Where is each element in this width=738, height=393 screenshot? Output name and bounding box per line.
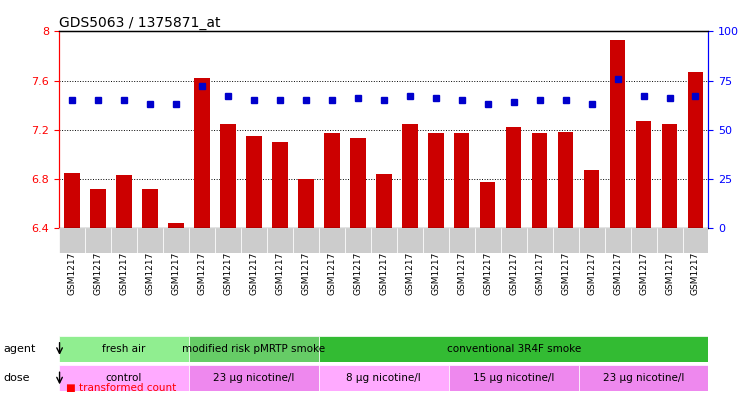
Text: modified risk pMRTP smoke: modified risk pMRTP smoke (182, 344, 325, 354)
Bar (85, 228, 111, 253)
Bar (298, 179, 314, 393)
Bar (59, 336, 189, 362)
Bar (604, 228, 630, 253)
Bar (662, 123, 677, 393)
Text: 23 μg nicotine/l: 23 μg nicotine/l (603, 373, 684, 383)
Bar (454, 133, 469, 393)
Bar (319, 228, 345, 253)
Bar (90, 189, 106, 393)
Bar (558, 132, 573, 393)
Bar (683, 228, 708, 253)
Bar (319, 336, 708, 362)
Bar (163, 228, 189, 253)
Bar (194, 78, 210, 393)
Bar (324, 133, 339, 393)
Text: conventional 3R4F smoke: conventional 3R4F smoke (446, 344, 581, 354)
Bar (428, 133, 444, 393)
Bar (116, 175, 132, 393)
Bar (402, 123, 418, 393)
Bar (267, 228, 293, 253)
Bar (59, 365, 189, 391)
Bar (64, 173, 80, 393)
Text: 8 μg nicotine/l: 8 μg nicotine/l (346, 373, 421, 383)
Bar (215, 228, 241, 253)
Bar (370, 228, 397, 253)
Bar (527, 228, 553, 253)
Text: control: control (106, 373, 142, 383)
Bar (579, 365, 708, 391)
Bar (480, 182, 495, 393)
Bar (376, 174, 392, 393)
Bar (241, 228, 267, 253)
Bar (59, 228, 85, 253)
Bar (657, 228, 683, 253)
Bar (506, 127, 522, 393)
Bar (345, 228, 370, 253)
Bar (137, 228, 163, 253)
Bar (142, 189, 158, 393)
Bar (246, 136, 262, 393)
Bar (688, 72, 703, 393)
Text: GDS5063 / 1375871_at: GDS5063 / 1375871_at (59, 16, 221, 30)
Bar (272, 142, 288, 393)
Bar (220, 123, 235, 393)
Bar (500, 228, 527, 253)
Text: agent: agent (4, 344, 36, 354)
Bar (168, 223, 184, 393)
Bar (350, 138, 365, 393)
Text: 15 μg nicotine/l: 15 μg nicotine/l (473, 373, 554, 383)
Text: 23 μg nicotine/l: 23 μg nicotine/l (213, 373, 294, 383)
Bar (449, 365, 579, 391)
Bar (553, 228, 579, 253)
Bar (630, 228, 657, 253)
Bar (635, 121, 652, 393)
Bar (423, 228, 449, 253)
Text: ■ transformed count: ■ transformed count (66, 383, 176, 393)
Text: fresh air: fresh air (103, 344, 145, 354)
Bar (111, 228, 137, 253)
Bar (532, 133, 548, 393)
Bar (449, 228, 475, 253)
Bar (584, 170, 599, 393)
Bar (579, 228, 604, 253)
Bar (475, 228, 500, 253)
Bar (189, 365, 319, 391)
Bar (610, 40, 625, 393)
Bar (189, 336, 319, 362)
Bar (397, 228, 423, 253)
Bar (319, 365, 449, 391)
Text: dose: dose (4, 373, 30, 383)
Bar (189, 228, 215, 253)
Bar (293, 228, 319, 253)
